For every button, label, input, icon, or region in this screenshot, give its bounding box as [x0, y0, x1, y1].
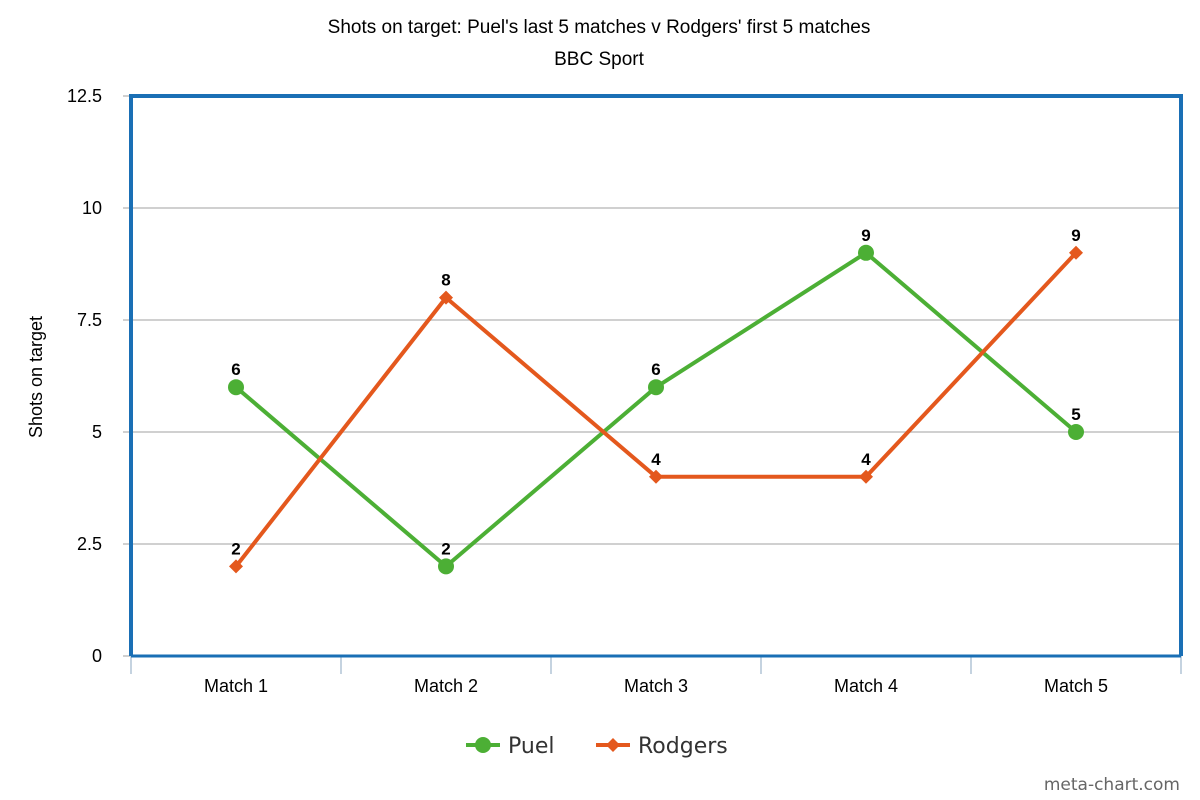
- plot-border: [129, 94, 1183, 656]
- data-point-puel: [438, 558, 454, 575]
- data-point-rodgers: [439, 290, 453, 305]
- legend-marker-puel: [475, 737, 491, 753]
- y-tick-label: 2.5: [77, 534, 102, 554]
- chart-subtitle: BBC Sport: [554, 49, 644, 70]
- data-point-puel: [858, 244, 874, 261]
- watermark: meta-chart.com: [1044, 775, 1180, 795]
- plot-background: [131, 96, 1181, 656]
- data-point-rodgers: [229, 559, 243, 574]
- data-point-puel: [648, 379, 664, 396]
- legend-label-rodgers: Rodgers: [638, 734, 728, 759]
- data-label-puel: 9: [861, 226, 870, 245]
- data-label-rodgers: 4: [861, 450, 871, 469]
- y-tick-label: 12.5: [67, 86, 102, 106]
- legend-marker-rodgers: [606, 738, 620, 752]
- data-point-rodgers: [859, 469, 873, 484]
- data-label-puel: 6: [231, 360, 240, 379]
- plot-area: 0 2.5 5 7.5 10 12.5 Match 1 Match 2 Match 3 Match…: [67, 86, 1183, 696]
- data-point-puel: [1068, 424, 1084, 440]
- y-axis-title: Shots on target: [26, 316, 46, 438]
- x-tick-label: Match 3: [624, 676, 688, 696]
- x-tick-label: Match 1: [204, 676, 268, 696]
- data-label-rodgers: 2: [231, 539, 240, 558]
- x-tick-label: Match 2: [414, 676, 478, 696]
- data-point-rodgers: [649, 469, 663, 484]
- legend: Puel Rodgers: [466, 734, 728, 759]
- data-point-puel: [228, 379, 244, 396]
- y-tick-label: 5: [92, 422, 102, 442]
- data-label-puel: 6: [651, 360, 660, 379]
- y-tick-label: 7.5: [77, 310, 102, 330]
- y-tick-label: 10: [82, 198, 102, 218]
- y-tick-label: 0: [92, 646, 102, 666]
- data-label-rodgers: 9: [1071, 226, 1080, 245]
- data-label-puel: 2: [441, 539, 450, 558]
- data-point-rodgers: [1069, 245, 1083, 260]
- chart-title: Shots on target: Puel's last 5 matches v…: [328, 17, 871, 38]
- data-label-puel: 5: [1071, 405, 1080, 424]
- data-label-rodgers: 4: [651, 450, 661, 469]
- legend-label-puel: Puel: [508, 734, 554, 759]
- x-tick-label: Match 4: [834, 676, 898, 696]
- x-tick-label: Match 5: [1044, 676, 1108, 696]
- data-label-rodgers: 8: [441, 271, 450, 290]
